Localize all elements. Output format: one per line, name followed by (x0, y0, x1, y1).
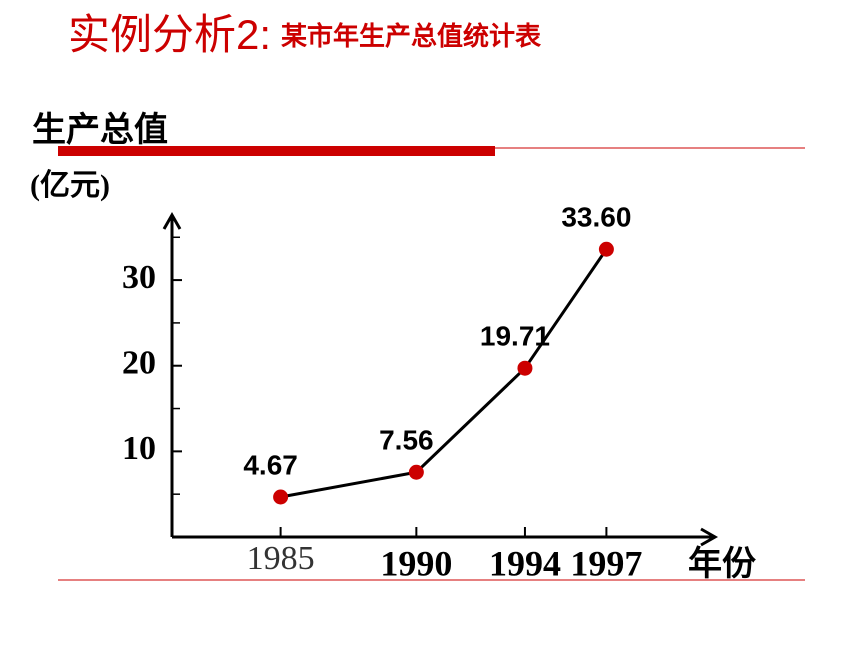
data-label: 19.71 (480, 321, 550, 352)
y-tick-label: 10 (122, 430, 156, 467)
y-tick-label: 30 (122, 259, 156, 296)
chart-title: 实例分析2: 某市年生产总值统计表 (68, 11, 542, 58)
title-main: 实例分析2: (68, 11, 271, 58)
y-axis-arrow (162, 211, 182, 230)
data-point (517, 360, 533, 376)
data-line (280, 248, 608, 499)
x-tick-label: 1997 (570, 543, 642, 583)
data-point (273, 489, 289, 505)
x-tick-label: 1985 (247, 540, 315, 577)
x-tick-label: 1994 (489, 543, 561, 583)
x-tick-label: 1990 (380, 543, 452, 583)
data-label: 4.67 (243, 449, 298, 480)
decor-bar (58, 146, 495, 156)
data-point (598, 241, 614, 257)
y-tick-label: 20 (122, 345, 156, 382)
y-axis-unit: (亿元) (30, 169, 110, 202)
title-sub: 某市年生产总值统计表 (281, 21, 542, 51)
data-label: 33.60 (561, 202, 631, 233)
data-label: 7.56 (379, 425, 434, 456)
data-point (408, 464, 424, 480)
y-axis-label: 生产总值 (32, 111, 168, 149)
x-axis-label: 年份 (688, 545, 756, 583)
x-axis-arrow (700, 527, 719, 547)
